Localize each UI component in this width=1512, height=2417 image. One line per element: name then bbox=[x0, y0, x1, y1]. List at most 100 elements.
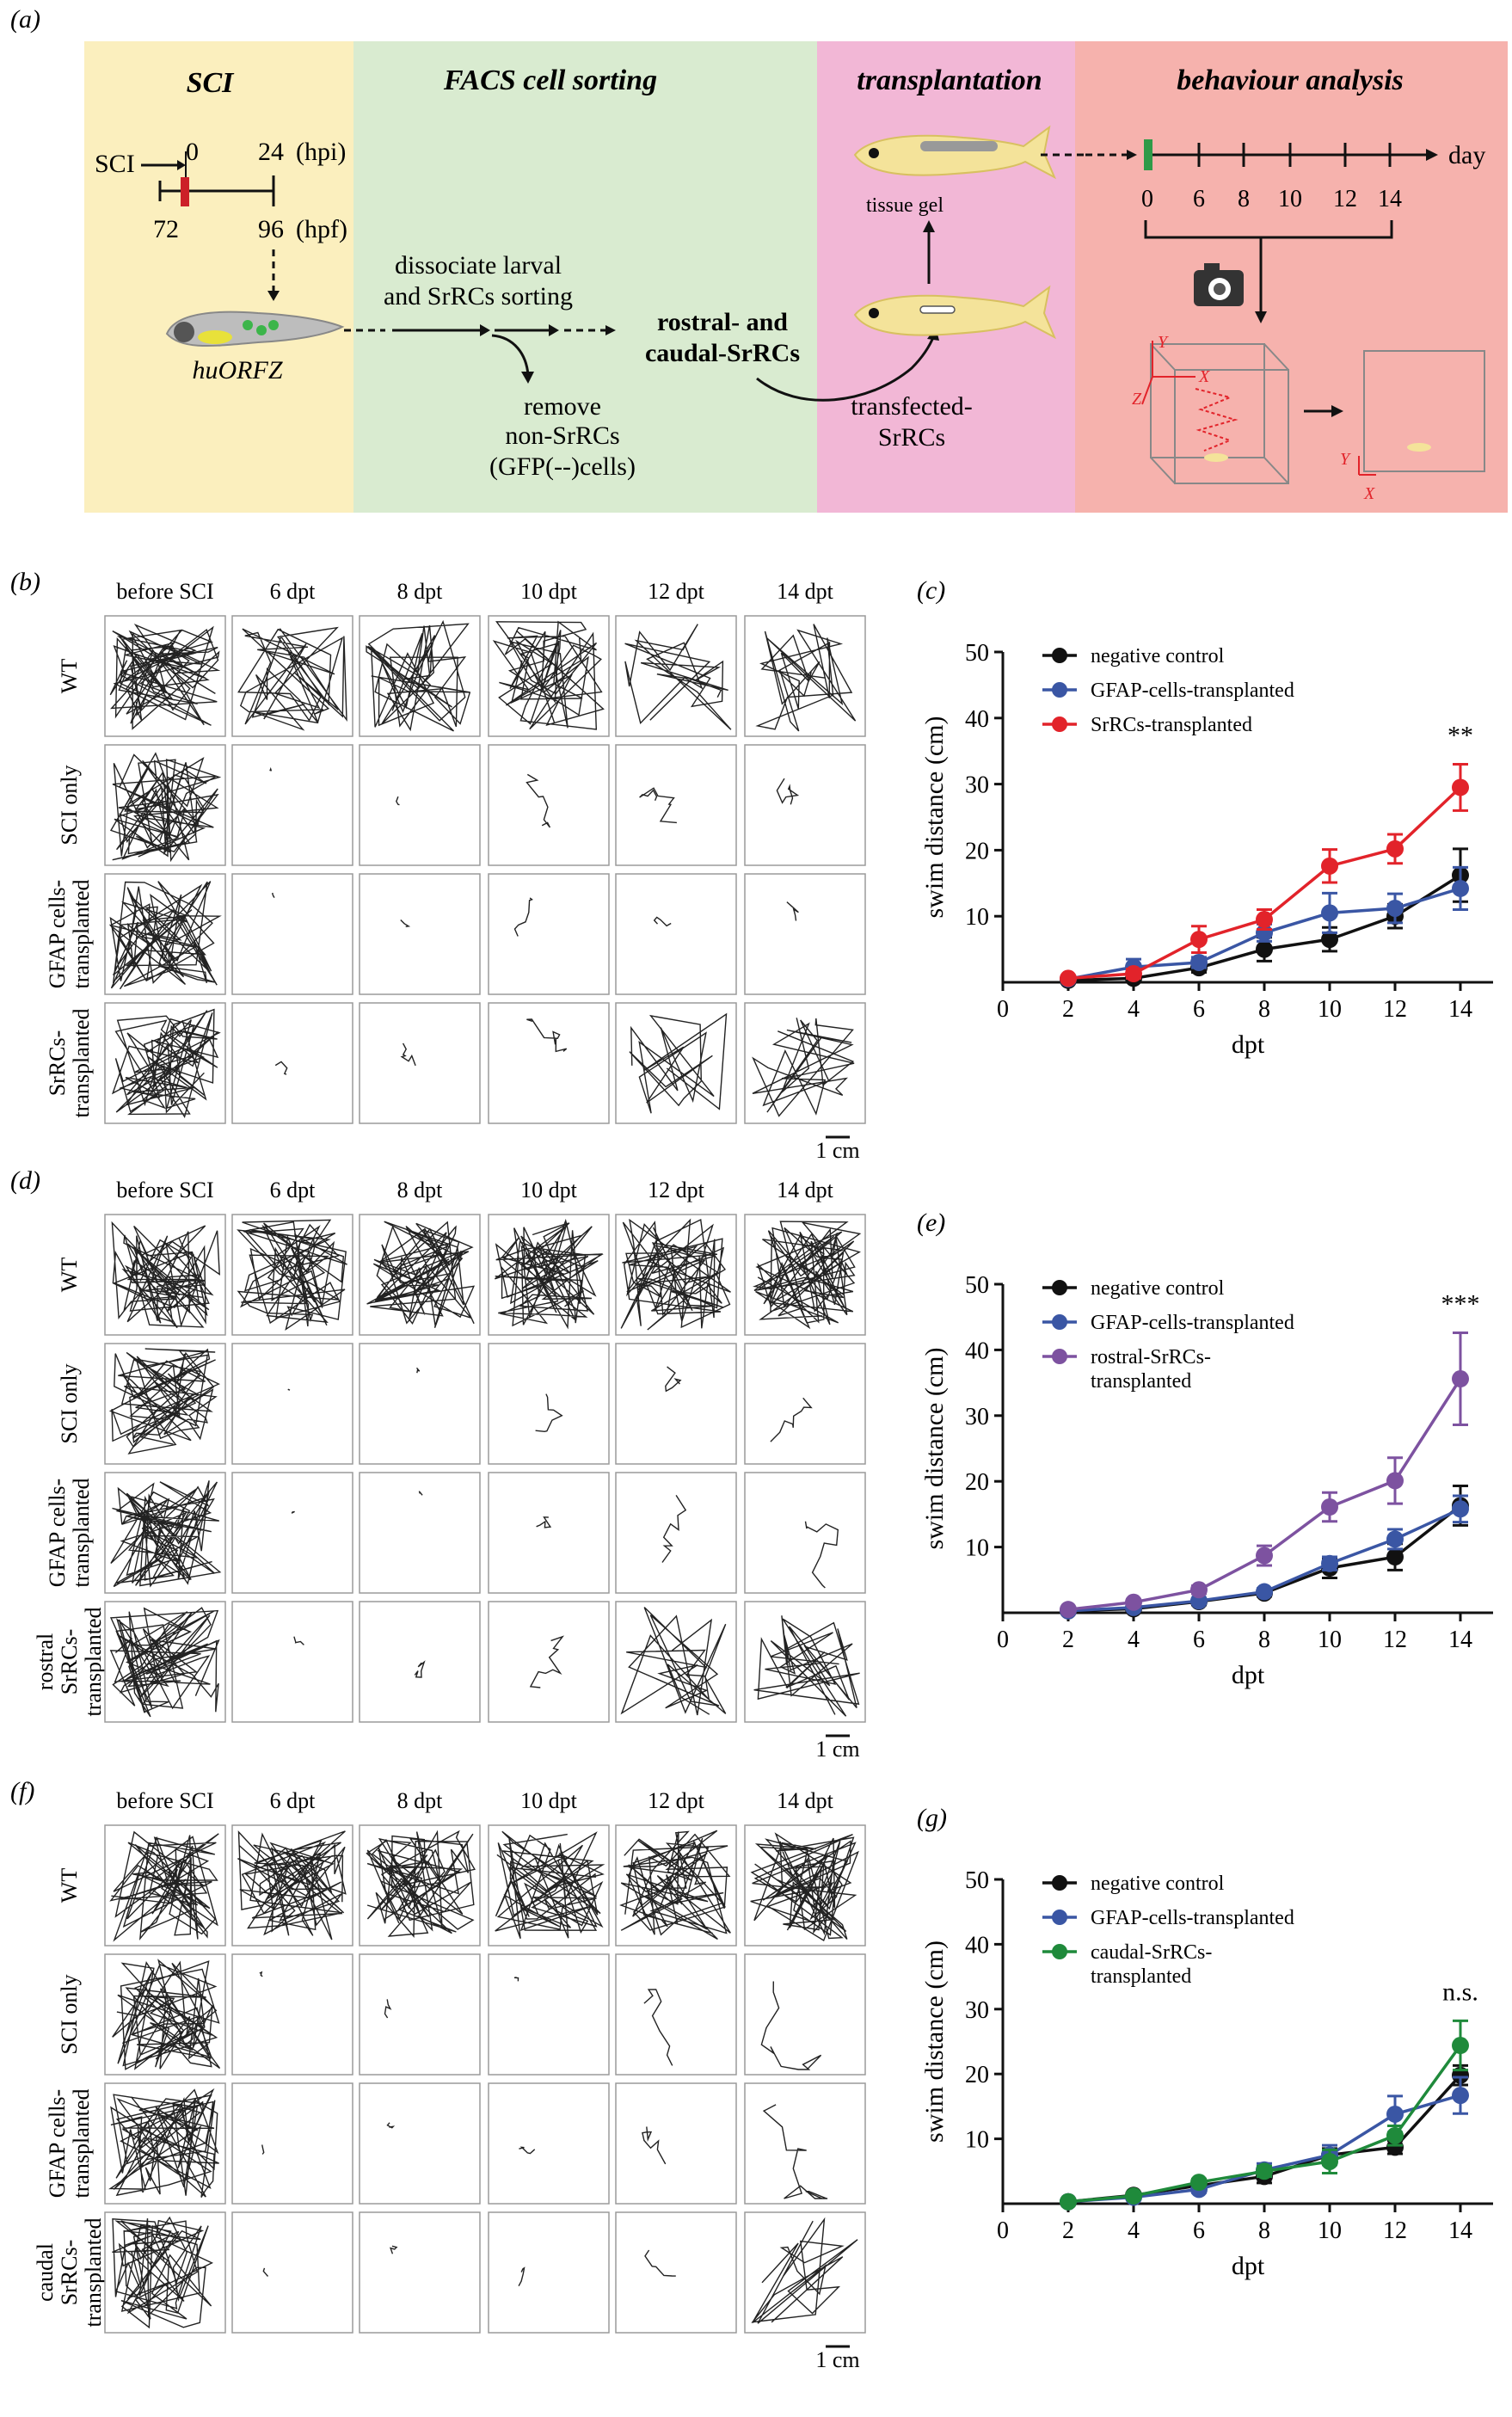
day-zero-mark bbox=[1144, 139, 1152, 170]
transplantation-title: transplantation bbox=[857, 65, 1042, 96]
x-tick-label: 8 bbox=[1258, 996, 1270, 1023]
facs-title: FACS cell sorting bbox=[443, 65, 657, 96]
column-header: 10 dpt bbox=[520, 1788, 578, 1813]
data-point bbox=[1321, 1554, 1338, 1572]
trajectory-cell bbox=[488, 744, 610, 866]
trajectory-path bbox=[237, 1830, 347, 1940]
tank-to-topview-arrow-head bbox=[1331, 405, 1343, 417]
y-tick-label: 20 bbox=[965, 838, 989, 864]
trajectory-cell bbox=[231, 1002, 353, 1124]
trajectory-path bbox=[269, 766, 273, 772]
trajectory-path bbox=[642, 2126, 667, 2165]
legend-label: negative control bbox=[1091, 1873, 1225, 1895]
column-header: before SCI bbox=[116, 1788, 213, 1813]
trajectory-cell bbox=[744, 1472, 866, 1594]
trajectory-cell bbox=[359, 1343, 481, 1465]
x-tick-label: 12 bbox=[1383, 1627, 1407, 1653]
trajectory-path bbox=[513, 897, 533, 937]
trajectory-path bbox=[384, 1999, 392, 2019]
trajectory-cell bbox=[744, 2082, 866, 2205]
trajectory-cell bbox=[231, 744, 353, 866]
sci-down-arrow-head bbox=[267, 291, 280, 301]
column-header: before SCI bbox=[116, 579, 213, 604]
trajectory-cell bbox=[231, 1953, 353, 2076]
day-tick-label-14: 14 bbox=[1378, 186, 1402, 212]
data-point bbox=[1190, 2174, 1208, 2192]
day-tick-label-8: 8 bbox=[1238, 186, 1250, 212]
trajectory-cell bbox=[488, 1002, 610, 1124]
significance-annotation: n.s. bbox=[1442, 1977, 1478, 2006]
chart-g: (g) 0 2 4 6 8 10 12 14 10 20 30 40 50 dpt swim distance… bbox=[917, 1804, 1493, 2280]
data-point bbox=[1452, 1500, 1469, 1518]
y-tick-label: 30 bbox=[965, 772, 989, 799]
trajectory-path bbox=[110, 1480, 222, 1588]
trajectory-path bbox=[389, 2245, 398, 2254]
remove-line1: remove bbox=[524, 392, 601, 421]
trajectory-panel-f: (f) before SCI 6 dpt 8 dpt 10 dpt 12 dpt 14 dp… bbox=[10, 1777, 866, 2372]
y-axis-label: swim distance (cm) bbox=[920, 716, 949, 919]
chart-e: (e) 0 2 4 6 8 10 12 14 10 20 30 40 50 dpt swim distance… bbox=[917, 1208, 1493, 1689]
row-label: GFAP cells-transplanted bbox=[45, 879, 94, 988]
x-tick-label: 8 bbox=[1258, 1627, 1270, 1653]
scale-bar-label: 1 cm bbox=[815, 1138, 859, 1163]
trajectory-path bbox=[624, 624, 732, 730]
legend-swatch-marker bbox=[1052, 1314, 1067, 1330]
trajectory-cell bbox=[488, 2211, 610, 2334]
data-point bbox=[1386, 1530, 1404, 1548]
trajectory-path bbox=[108, 1348, 220, 1455]
trajectory-cell bbox=[744, 744, 866, 866]
trajectory-cell bbox=[488, 1343, 610, 1465]
trajectory-path bbox=[644, 2249, 676, 2277]
panel-a: (a) SCI SCI 0 24 (hpi) 72 96 (hpf) huORF… bbox=[10, 5, 1508, 513]
chart-c: (c) 0 2 4 6 8 10 12 14 10 20 30 40 50 dpt swim distance… bbox=[917, 576, 1493, 1059]
trajectory-cell bbox=[231, 2082, 353, 2205]
trajectory-cell bbox=[231, 1343, 353, 1465]
legend-swatch-marker bbox=[1052, 1349, 1067, 1364]
tank-3d-illustration bbox=[1141, 341, 1289, 484]
column-header: 6 dpt bbox=[270, 1178, 317, 1202]
trajectory-path bbox=[386, 2122, 396, 2129]
trajectory-path bbox=[665, 1366, 682, 1393]
trajectory-path bbox=[366, 619, 471, 732]
trajectory-path bbox=[271, 892, 275, 898]
row-label: WT bbox=[57, 659, 82, 694]
trajectory-path bbox=[776, 778, 800, 805]
trajectory-path bbox=[366, 1221, 476, 1328]
data-point bbox=[1321, 2152, 1338, 2170]
legend-label: caudal-SrRCs- bbox=[1091, 1941, 1212, 1964]
trajectory-path bbox=[786, 901, 799, 921]
trajectory-path bbox=[518, 2266, 526, 2287]
trajectory-path bbox=[400, 1042, 416, 1067]
day-label: day bbox=[1448, 141, 1485, 169]
trajectory-path bbox=[237, 1219, 347, 1332]
trajectory-path bbox=[629, 1012, 728, 1114]
facs-dashed-arrow-head bbox=[605, 325, 616, 335]
data-point bbox=[1190, 931, 1208, 949]
hpf-72: 72 bbox=[153, 215, 179, 243]
trajectory-path bbox=[287, 1388, 291, 1391]
trajectory-path bbox=[418, 1490, 423, 1496]
chart-panel-label: (g) bbox=[917, 1804, 947, 1832]
camera-down-arrow-head bbox=[1255, 311, 1267, 323]
data-point bbox=[1060, 969, 1077, 987]
trajectory-path bbox=[109, 1830, 219, 1942]
trajectory-path bbox=[400, 919, 411, 927]
trajectory-path bbox=[620, 1218, 731, 1331]
column-header: 6 dpt bbox=[270, 1788, 317, 1813]
significance-annotation: *** bbox=[1441, 1290, 1480, 1319]
trajectory-panel-label: (f) bbox=[10, 1777, 34, 1805]
trajectory-cell bbox=[231, 1472, 353, 1594]
x-tick-label: 6 bbox=[1193, 1627, 1205, 1653]
x-axis-label: dpt bbox=[1232, 2252, 1265, 2280]
trajectory-path bbox=[620, 1607, 727, 1716]
facs-result-line1: rostral- and bbox=[657, 308, 788, 336]
tissue-gel-label: tissue gel bbox=[866, 194, 943, 217]
trajectory-cell bbox=[744, 1343, 866, 1465]
data-point bbox=[1321, 857, 1338, 875]
trajectory-path bbox=[752, 1018, 855, 1117]
data-point bbox=[1386, 899, 1404, 917]
trajectory-path bbox=[109, 752, 222, 863]
x-tick-label: 6 bbox=[1193, 2217, 1205, 2244]
y-axis-label: swim distance (cm) bbox=[920, 1940, 949, 2143]
data-point bbox=[1386, 1548, 1404, 1566]
